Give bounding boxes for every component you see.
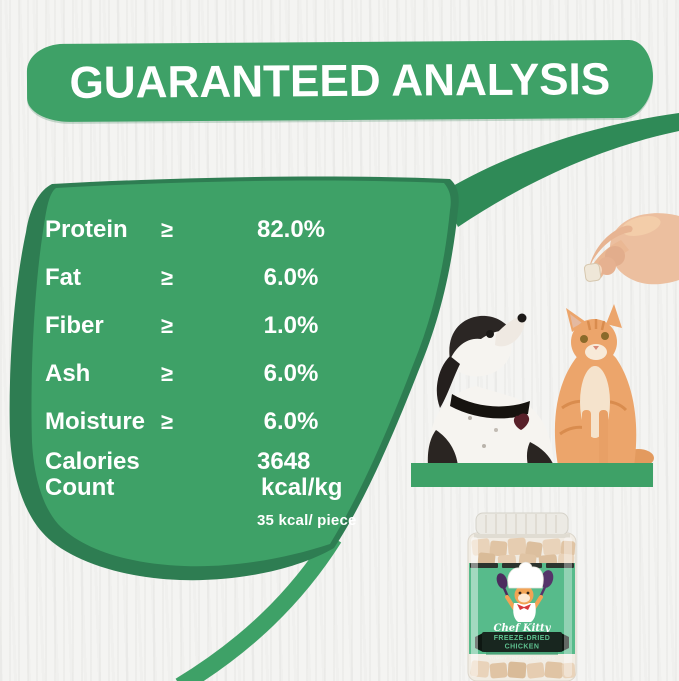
cat-front-leg <box>599 410 608 466</box>
finger-knuckle <box>598 257 616 275</box>
jar-label: Chef Kitty FREEZE-DRIED CHICKEN YUMMY TR… <box>469 561 575 660</box>
nutrient-label: Protein <box>45 216 128 243</box>
nutrient-label: Fiber <box>45 312 104 339</box>
jar-product-name-line1: FREEZE-DRIED <box>494 635 551 642</box>
mascot-cheeks <box>518 593 530 603</box>
mascot-chef-hat <box>507 561 544 589</box>
mascot-spoon <box>496 573 508 589</box>
jar-glare <box>471 537 478 677</box>
treat-cubes-bottom <box>470 660 576 679</box>
calories-value: 3648 kcal/kg 35 kcal/ piece <box>229 449 357 534</box>
analysis-row-ash: Ash ≥ 6.0% <box>45 350 375 398</box>
treat-piece <box>583 262 602 282</box>
analysis-row-moisture: Moisture ≥ 6.0% <box>45 398 375 446</box>
leaf-stem <box>175 533 342 681</box>
ribbon-end <box>475 633 483 652</box>
analysis-row-calories: Calories Count 3648 kcal/kg 35 kcal/ pie… <box>45 449 375 534</box>
dog-collar-tag <box>513 413 530 430</box>
mascot-arm <box>505 595 516 610</box>
guaranteed-analysis-table: Protein ≥ 82.0% Fat ≥ 6.0% Fiber ≥ 1.0% … <box>45 206 375 534</box>
gte-symbol: ≥ <box>161 361 174 386</box>
mascot-eye <box>526 591 530 595</box>
nutrient-value: 6.0% <box>263 264 319 291</box>
treat-jar-image: Chef Kitty FREEZE-DRIED CHICKEN YUMMY TR… <box>467 512 577 681</box>
cat-illustration <box>554 304 654 467</box>
dog-speckle <box>468 416 472 420</box>
nutrient-label: Ash <box>45 360 91 387</box>
jar-product-name-line2: CHICKEN <box>505 644 540 651</box>
dog-illustration <box>427 313 554 466</box>
cat-front-leg <box>582 410 591 466</box>
nutrient-label: Moisture <box>45 408 146 435</box>
jar-neck-ring <box>474 534 570 538</box>
dog-head-patch <box>449 315 512 360</box>
gte-symbol: ≥ <box>161 409 174 434</box>
cat-eye <box>601 332 609 340</box>
mascot-eye <box>518 591 522 595</box>
cat-head-stripe <box>586 319 606 331</box>
label-top-strip <box>546 563 574 568</box>
calories-per-piece-note: 35 kcal/ piece <box>257 512 357 529</box>
label-top-strip <box>470 563 498 568</box>
dog-and-cat-image <box>411 304 654 487</box>
analysis-row-protein: Protein ≥ 82.0% <box>45 206 375 254</box>
chef-cat-mascot <box>496 561 554 622</box>
swoosh-curve <box>436 113 679 227</box>
dog-speckle <box>494 428 498 432</box>
analysis-row-fiber: Fiber ≥ 1.0% <box>45 302 375 350</box>
ribbon-end <box>561 633 569 652</box>
dog-body-patch-left <box>427 430 458 466</box>
cat-nose <box>593 346 599 350</box>
dog-nose <box>517 313 527 323</box>
calories-value-unit: kcal/kg <box>261 474 343 501</box>
hand-holding-treat-image <box>583 213 679 285</box>
ribbon-banner <box>482 632 562 652</box>
mascot-apron <box>513 603 536 622</box>
dog-speckle <box>482 444 486 448</box>
dog-eye <box>486 330 494 338</box>
thumb-shape <box>589 225 633 268</box>
cat-muzzle <box>585 344 607 360</box>
dog-ear <box>436 356 460 408</box>
jar-tagline: YUMMY TREATS FOR CATS <box>489 655 555 660</box>
nutrient-value: 82.0% <box>256 216 326 243</box>
page-title: GUARANTEED ANALYSIS <box>69 53 611 108</box>
calories-label-line2: Count <box>45 474 115 501</box>
title-banner: GUARANTEED ANALYSIS <box>26 39 654 123</box>
cat-inner-ear <box>570 314 582 328</box>
gte-symbol: ≥ <box>161 313 174 338</box>
calories-label: Calories Count <box>45 449 229 534</box>
green-shelf <box>411 463 653 487</box>
jar-brand-name: Chef Kitty <box>494 623 552 634</box>
cat-ear <box>606 304 622 328</box>
nutrient-value: 1.0% <box>263 312 319 339</box>
nutrient-label: Fat <box>45 264 81 291</box>
calories-value-kcal: 3648 <box>257 448 311 475</box>
cat-eye <box>580 335 588 343</box>
dog-muzzle <box>495 315 525 347</box>
jar-lid <box>475 512 569 536</box>
mascot-whisk <box>540 570 554 588</box>
analysis-row-fat: Fat ≥ 6.0% <box>45 254 375 302</box>
gte-symbol: ≥ <box>161 265 174 290</box>
gte-symbol: ≥ <box>161 217 174 242</box>
mascot-red-bow <box>517 604 531 610</box>
dog-collar <box>450 394 530 419</box>
dog-body-patch-right <box>526 442 554 466</box>
jar-lid-ribs <box>485 514 557 534</box>
calories-label-line1: Calories <box>45 448 140 475</box>
tagline-plate <box>486 652 558 655</box>
nutrient-value: 6.0% <box>263 408 319 435</box>
leaf-shape <box>31 180 451 567</box>
nutrient-value: 6.0% <box>263 360 319 387</box>
jar-glare <box>564 537 572 677</box>
